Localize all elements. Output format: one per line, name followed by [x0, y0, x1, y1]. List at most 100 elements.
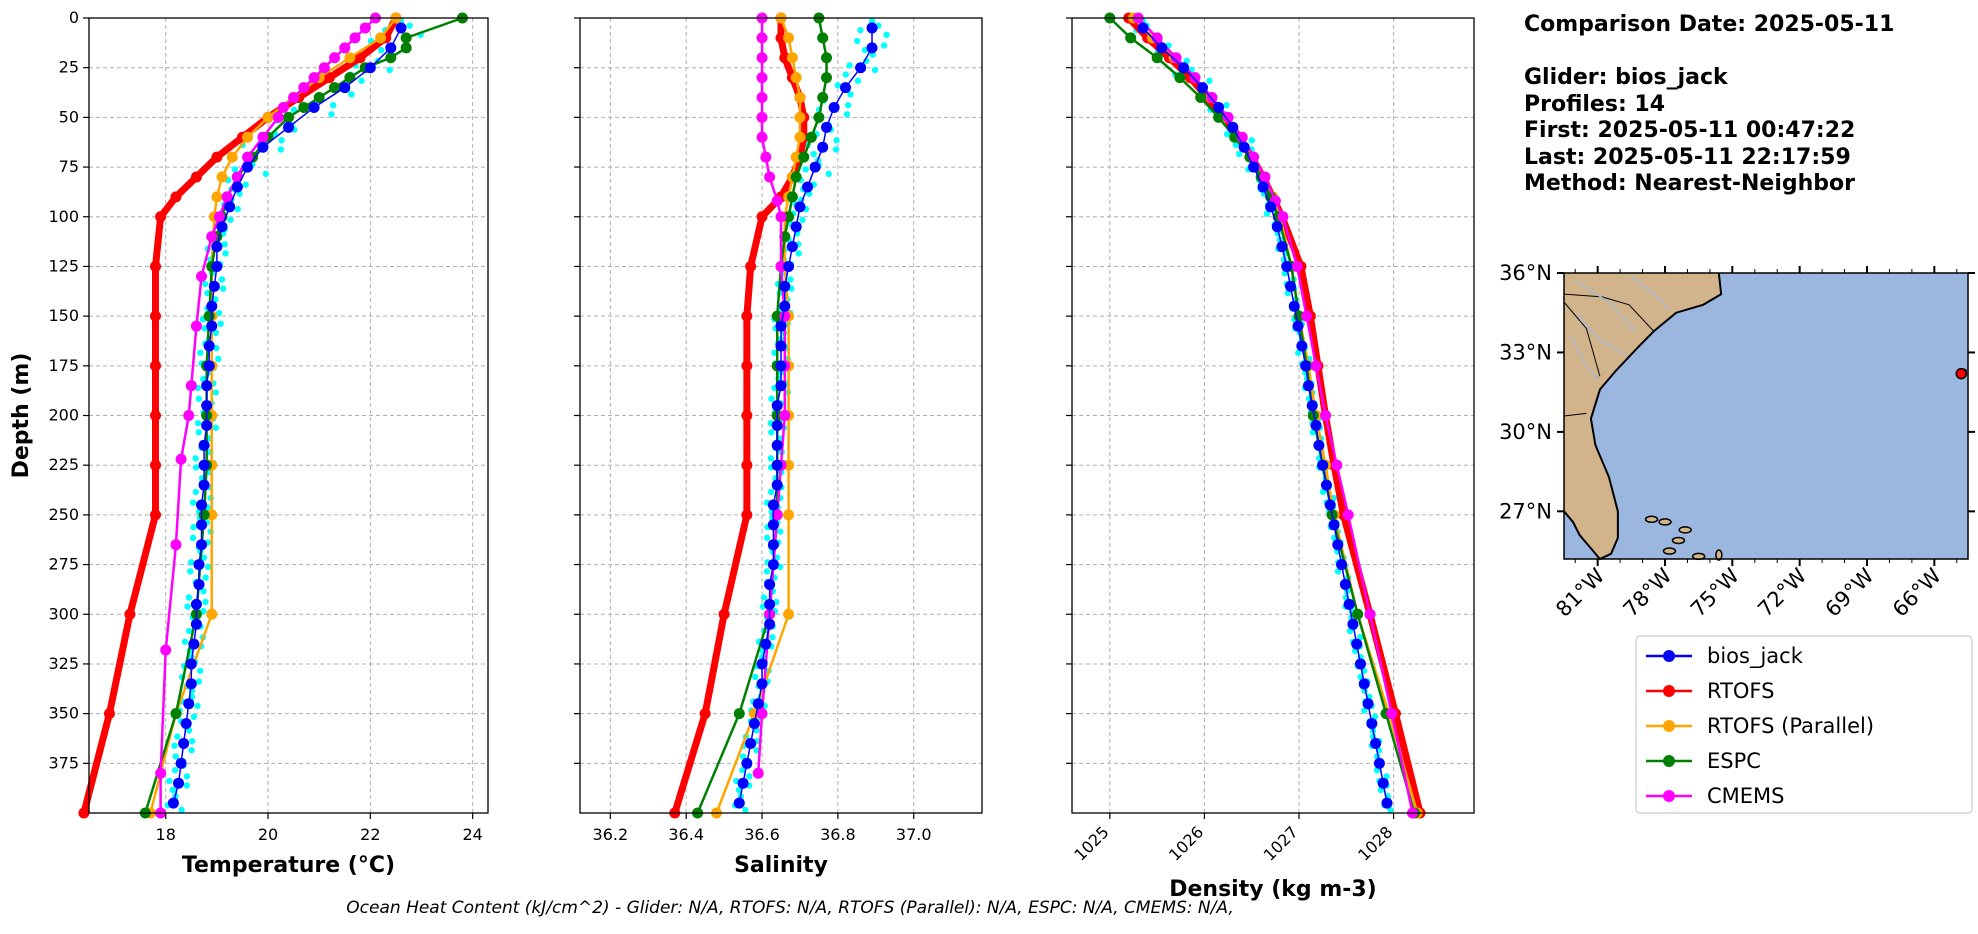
series-point — [175, 757, 187, 769]
lat-label: 30°N — [1499, 420, 1552, 444]
series-point — [794, 201, 806, 213]
glider-raw-point — [194, 702, 201, 710]
glider-raw-point — [742, 806, 749, 814]
series-line-bios-jack — [1142, 27, 1388, 804]
x-tick-label: 1028 — [1354, 822, 1396, 864]
series-point — [196, 539, 208, 551]
river — [1570, 336, 1599, 380]
series-point — [318, 62, 330, 74]
series-point — [718, 608, 730, 620]
series-point — [1307, 410, 1319, 421]
series-point — [1313, 439, 1325, 451]
series-point — [206, 320, 218, 332]
series-point — [1277, 211, 1289, 223]
series-point — [344, 72, 356, 84]
series-point — [866, 22, 878, 34]
series-point — [775, 340, 787, 352]
series-point — [1339, 578, 1351, 590]
y-tick-label: 75 — [59, 157, 79, 176]
series-point — [1320, 479, 1332, 491]
first-time: First: 2025-05-11 00:47:22 — [1524, 118, 1856, 143]
series-point — [344, 52, 356, 64]
series-point — [771, 419, 783, 431]
series-point — [794, 131, 806, 143]
series-point — [242, 161, 254, 173]
series-point — [193, 559, 205, 571]
glider-raw-point — [171, 766, 179, 774]
series-point — [775, 320, 787, 332]
series-point — [805, 131, 817, 143]
series-point — [783, 608, 795, 620]
series-point — [756, 658, 768, 670]
series-point — [257, 141, 269, 153]
glider-raw-point — [746, 773, 753, 780]
series-point — [790, 151, 802, 163]
glider-raw-point — [189, 499, 197, 506]
series-point — [298, 101, 310, 113]
y-axis-label: Depth (m) — [9, 353, 34, 479]
series-point — [170, 539, 182, 551]
glider-raw-point — [242, 181, 249, 188]
glider-raw-point — [329, 101, 337, 109]
series-point — [1331, 459, 1343, 471]
glider-raw-point — [832, 146, 840, 153]
glider-raw-point — [752, 673, 759, 681]
series-point — [385, 52, 397, 64]
glider-raw-point — [358, 77, 365, 84]
series-point — [741, 509, 753, 521]
island — [1678, 526, 1692, 534]
lon-label: 69°W — [1821, 563, 1879, 621]
series-point — [783, 260, 795, 272]
series-point — [1301, 310, 1313, 322]
lat-label: 36°N — [1499, 261, 1552, 285]
series-point — [124, 608, 136, 620]
series-point — [756, 92, 768, 103]
series-point — [790, 221, 802, 233]
series-point — [790, 72, 802, 84]
glider-raw-point — [1383, 773, 1390, 780]
series-point — [1366, 718, 1378, 730]
series-point — [196, 519, 208, 531]
glider-raw-point — [799, 216, 806, 224]
series-point — [354, 52, 366, 64]
glider-raw-point — [194, 419, 202, 427]
series-point — [313, 92, 325, 103]
glider-raw-point — [328, 111, 335, 118]
series-point — [1156, 42, 1168, 54]
glider-raw-point — [842, 71, 849, 78]
series-point — [308, 72, 320, 84]
series-point — [359, 22, 371, 34]
glider-raw-point — [810, 150, 817, 158]
series-point — [178, 737, 190, 749]
glider-raw-point — [861, 46, 869, 54]
series-point — [196, 499, 208, 511]
x-tick-label: 1027 — [1260, 822, 1302, 864]
glider-raw-point — [795, 250, 803, 257]
series-point — [208, 280, 220, 292]
island — [1662, 547, 1677, 555]
glider-raw-point — [212, 424, 220, 431]
glider-raw-point — [215, 309, 223, 317]
series-point — [1377, 777, 1389, 789]
glider-raw-point — [195, 678, 203, 685]
series-point — [1291, 260, 1303, 272]
series-point — [828, 101, 840, 113]
series-point — [211, 260, 223, 272]
x-tick-label: 18 — [156, 825, 176, 844]
series-point — [752, 698, 764, 710]
series-point — [1151, 52, 1163, 64]
series-point — [206, 608, 218, 620]
series-point — [1336, 559, 1348, 571]
series-point — [349, 32, 361, 44]
glider-raw-point — [386, 66, 393, 74]
series-point — [201, 400, 213, 412]
series-point — [203, 310, 215, 322]
river — [1576, 314, 1628, 356]
series-point — [150, 459, 161, 471]
series-point — [798, 151, 810, 163]
series-point — [756, 72, 768, 84]
series-point — [1259, 171, 1271, 183]
series-point — [203, 340, 215, 352]
x-tick-label: 1025 — [1070, 822, 1112, 864]
series-point — [741, 757, 753, 769]
